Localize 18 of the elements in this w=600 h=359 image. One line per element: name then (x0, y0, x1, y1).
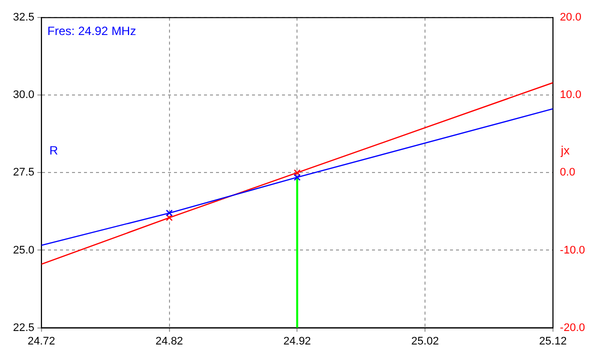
x-tick-label: 24.72 (28, 335, 56, 348)
y2-tick-label: 20.0 (560, 12, 582, 24)
y-tick-label: 27.5 (12, 166, 34, 179)
x-tick-label: 25.12 (539, 335, 567, 348)
y-tick-label: 30.0 (12, 89, 34, 102)
y2-tick-label: -20.0 (560, 322, 586, 334)
y-axis-title: R (49, 143, 58, 158)
y2-tick-label: 0.0 (560, 166, 576, 179)
y2-tick-label: -10.0 (560, 244, 586, 256)
x-tick-label: 24.82 (156, 335, 184, 348)
x-tick-label: 25.02 (411, 335, 439, 348)
y2-tick-label: 10.0 (560, 89, 582, 102)
y-tick-label: 32.5 (12, 12, 34, 24)
annotation: Fres: 24.92 MHz (47, 24, 136, 38)
y-tick-label: 22.5 (12, 322, 34, 334)
x-tick-label: 24.92 (283, 335, 311, 348)
y-tick-label: 25.0 (12, 244, 34, 256)
y2-axis-title: jx (560, 143, 570, 158)
